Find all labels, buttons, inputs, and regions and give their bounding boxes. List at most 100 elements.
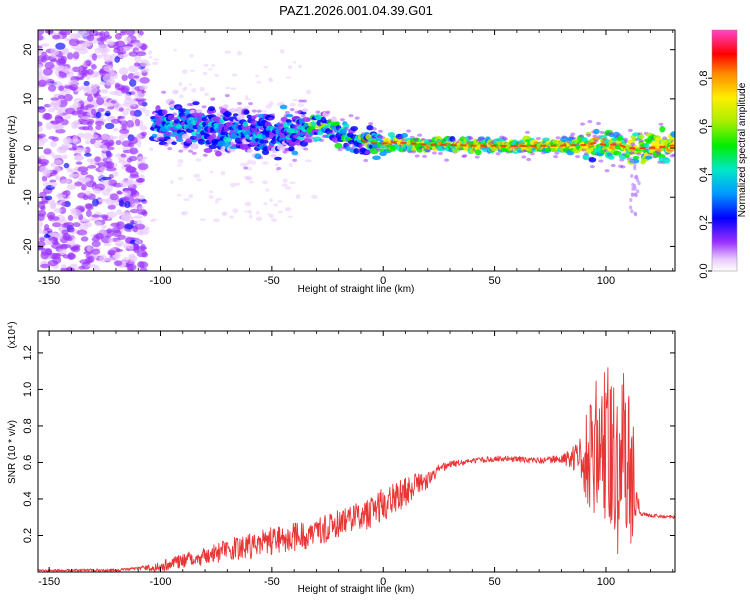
spectrogram-cell — [256, 109, 262, 113]
snr-x-tick-label: -100 — [149, 576, 171, 588]
spectrogram-cell — [56, 109, 64, 116]
spectrogram-cell — [59, 30, 67, 36]
spectrogram-cell — [123, 164, 132, 168]
spectrogram-cell — [268, 77, 272, 81]
spectrogram-cell — [209, 133, 217, 139]
spectrogram-cell — [638, 139, 644, 143]
spectrogram-cell — [124, 200, 131, 209]
spectrogram-cell — [38, 220, 44, 228]
spectrogram-cell — [311, 194, 318, 199]
spectrogram-cell — [38, 227, 42, 234]
snr-y-label: SNR (10 * v/v) — [7, 420, 18, 484]
spectrogram-cell — [288, 145, 295, 152]
spectrogram-cell — [613, 150, 622, 156]
spectrogram-cell — [129, 219, 136, 225]
snr-x-tick-label: 50 — [488, 576, 500, 588]
spectrogram-cell — [114, 260, 123, 267]
spectrogram-cell — [222, 104, 229, 109]
spectrogram-cell — [589, 165, 595, 169]
spectrogram-cell — [178, 82, 183, 87]
spectrogram-cell — [132, 42, 143, 48]
spectrogram-cell — [215, 198, 223, 201]
spectrogram-cell — [261, 149, 270, 155]
spectrogram-cell — [118, 67, 129, 76]
spectrogram-cell — [474, 149, 482, 156]
spectrogram-cell — [129, 255, 138, 263]
spectrogram-cell — [97, 107, 105, 113]
spectrogram-cell — [203, 147, 213, 153]
spectrogram-x-tick-label: 100 — [597, 275, 615, 287]
spectrogram-cell — [175, 138, 184, 143]
spectrogram-cell — [92, 71, 100, 78]
spectrogram-cell — [40, 205, 46, 211]
spectrogram-cell — [61, 201, 68, 207]
spectrogram-cell — [282, 178, 288, 183]
spectrogram-cell — [189, 54, 194, 58]
spectrogram-cell — [593, 128, 600, 135]
spectrogram-cell — [74, 154, 84, 161]
spectrogram-cell — [284, 186, 292, 190]
colorbar-gradient — [712, 30, 737, 271]
spectrogram-cell — [263, 65, 269, 69]
spectrogram-cell — [139, 59, 150, 67]
spectrogram-cell — [637, 181, 641, 186]
spectrogram-cell — [289, 102, 296, 107]
spectrogram-cell — [105, 79, 114, 86]
spectrogram-cell — [662, 136, 668, 140]
spectrogram-cell — [263, 202, 268, 206]
spectrogram-cell — [94, 221, 102, 227]
spectrogram-cell — [192, 101, 200, 106]
spectrogram-cell — [643, 142, 650, 149]
colorbar-tick-label: 0.0 — [698, 263, 710, 278]
spectrogram-cell — [670, 131, 675, 138]
spectrogram-cell — [142, 210, 148, 217]
spectrogram-cell — [215, 150, 222, 157]
spectrogram-cell — [127, 242, 135, 250]
spectrogram-cell — [68, 84, 79, 91]
spectrogram-cell — [197, 138, 206, 145]
spectrogram-cell — [337, 148, 343, 152]
spectrogram-cell — [183, 198, 190, 201]
spectrogram-cell — [575, 155, 581, 159]
spectrogram-cell — [113, 47, 121, 54]
spectrogram-cell — [104, 257, 114, 262]
spectrogram-cell — [100, 214, 109, 219]
spectrogram-cell — [363, 158, 369, 163]
spectrogram-cell — [49, 179, 57, 183]
spectrogram-y-tick-label: 0 — [22, 145, 34, 151]
spectrogram-cell — [77, 192, 87, 199]
spectrogram-cell — [304, 159, 312, 163]
spectrogram-cell — [343, 123, 350, 129]
spectrogram-cell — [265, 188, 270, 192]
spectrogram-cell — [133, 75, 140, 79]
spectrogram-cell — [630, 209, 634, 214]
spectrogram-cell — [99, 31, 106, 38]
spectrogram-cell — [282, 150, 288, 154]
spectrogram-y-tick-label: -10 — [22, 189, 34, 205]
spectrogram-cell — [310, 121, 317, 127]
spectrogram-cell — [129, 208, 140, 214]
spectrogram-cell — [110, 118, 121, 124]
spectrogram-cell — [104, 40, 115, 44]
spectrogram-cell — [139, 261, 149, 269]
spectrogram-cell — [68, 79, 79, 86]
spectrogram-cell — [117, 157, 126, 161]
spectrogram-cell — [95, 111, 102, 119]
spectrogram-cell — [298, 99, 304, 103]
spectrogram-cell — [635, 175, 639, 180]
spectrogram-cell — [85, 60, 92, 67]
spectrogram-cell — [133, 219, 143, 225]
spectrogram-cell — [50, 97, 60, 101]
spectrogram-cell — [203, 63, 209, 67]
spectrogram-cell — [671, 153, 675, 157]
spectrogram-cell — [269, 197, 273, 203]
spectrogram-cell — [561, 135, 567, 139]
snr-x-tick-label: 100 — [597, 576, 615, 588]
spectrogram-cell — [84, 222, 93, 228]
spectrogram-cell — [153, 58, 159, 61]
spectrogram-cell — [270, 113, 276, 117]
spectrogram-cell — [262, 180, 268, 185]
spectrogram-cell — [107, 204, 116, 210]
snr-plot-area — [38, 367, 675, 572]
